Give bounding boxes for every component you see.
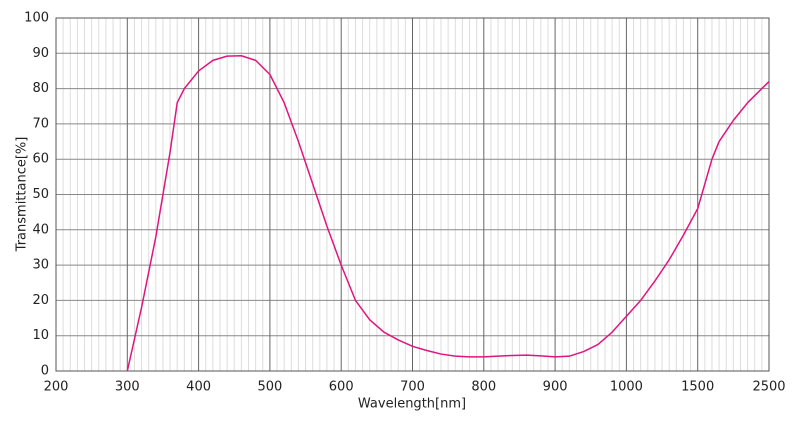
x-tick-label: 400 bbox=[186, 380, 211, 395]
y-tick-label: 30 bbox=[32, 258, 49, 273]
data-line bbox=[126, 55, 770, 372]
y-tick-label: 70 bbox=[32, 116, 49, 131]
x-tick-label: 600 bbox=[329, 380, 354, 395]
x-tick-label: 900 bbox=[543, 380, 568, 395]
y-tick-label: 10 bbox=[32, 328, 49, 343]
x-axis-label: Wavelength[nm] bbox=[358, 397, 466, 412]
x-tick-label: 200 bbox=[44, 380, 69, 395]
y-tick-label: 40 bbox=[32, 222, 49, 237]
x-tick-label: 700 bbox=[400, 380, 425, 395]
x-tick-label: 1000 bbox=[610, 380, 643, 395]
x-tick-label: 1500 bbox=[681, 380, 714, 395]
y-tick-label: 20 bbox=[32, 293, 49, 308]
y-tick-label: 90 bbox=[32, 46, 49, 61]
y-tick-label: 100 bbox=[24, 11, 49, 26]
y-axis-label: Transmittance[%] bbox=[15, 137, 30, 253]
y-tick-label: 80 bbox=[32, 81, 49, 96]
y-tick-label: 50 bbox=[32, 187, 49, 202]
x-tick-label: 2500 bbox=[752, 380, 785, 395]
x-tick-label: 300 bbox=[115, 380, 140, 395]
x-tick-label: 500 bbox=[257, 380, 282, 395]
plot-frame bbox=[55, 17, 770, 372]
grid bbox=[55, 17, 770, 372]
y-tick-label: 60 bbox=[32, 152, 49, 167]
x-tick-label: 800 bbox=[471, 380, 496, 395]
y-tick-label: 0 bbox=[41, 364, 49, 379]
